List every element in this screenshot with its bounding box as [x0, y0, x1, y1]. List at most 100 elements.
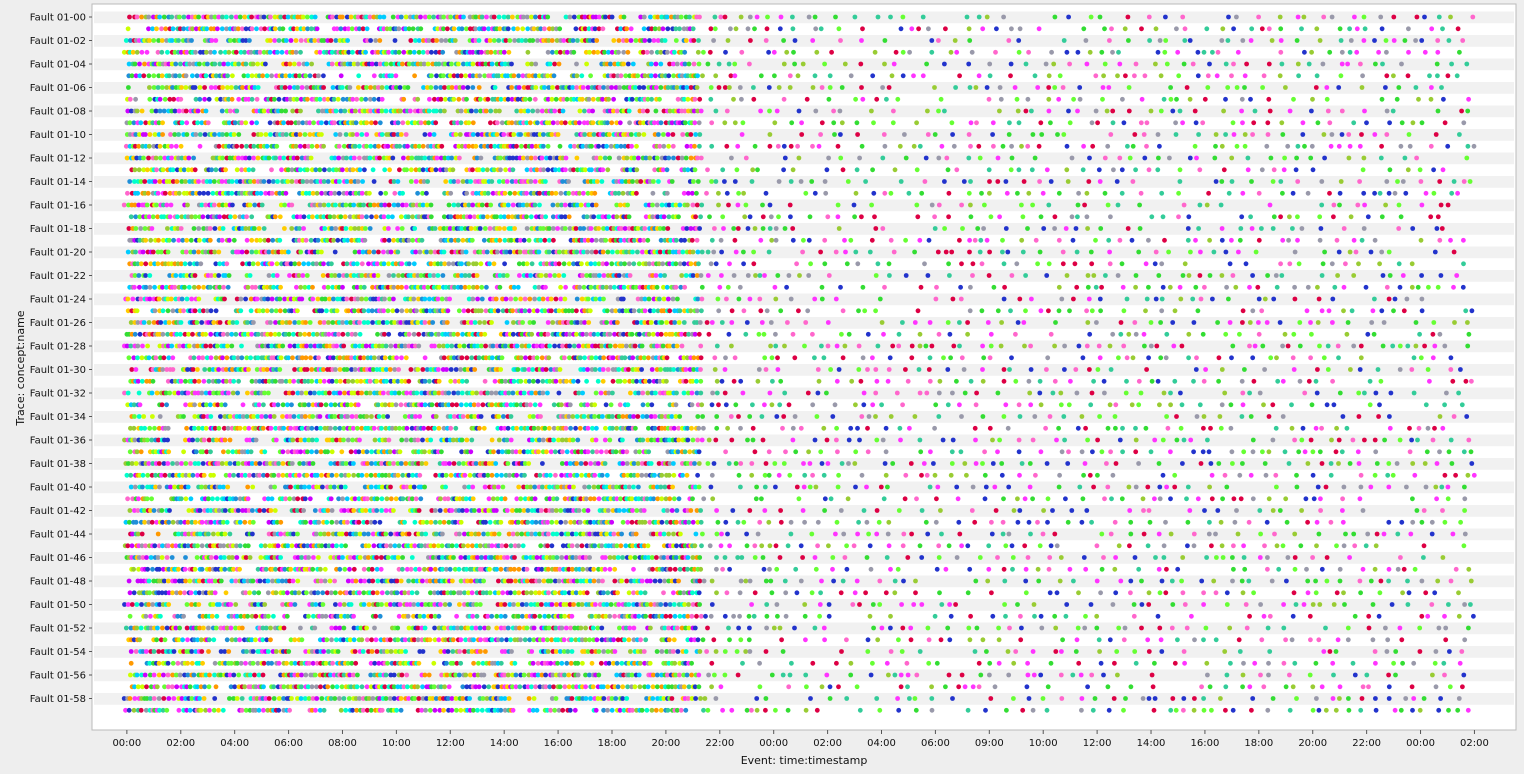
- event-dot: [501, 49, 507, 55]
- event-dot: [945, 320, 951, 325]
- event-dot: [929, 38, 935, 43]
- event-dot: [604, 308, 610, 314]
- event-dot: [747, 214, 753, 220]
- event-dot: [690, 273, 696, 278]
- event-dot: [1253, 249, 1259, 255]
- event-dot: [1419, 202, 1425, 208]
- event-dot: [1387, 273, 1393, 278]
- event-dot: [727, 261, 732, 267]
- event-dot: [251, 143, 257, 149]
- event-dot: [922, 179, 928, 184]
- event-dot: [925, 132, 931, 137]
- event-dot: [1348, 38, 1354, 43]
- event-dot: [997, 85, 1003, 90]
- event-dot: [763, 38, 769, 43]
- event-dot: [367, 155, 373, 161]
- event-dot: [314, 261, 319, 267]
- event-dot: [1219, 273, 1225, 278]
- event-dot: [497, 226, 502, 231]
- event-dot: [399, 308, 405, 314]
- event-dot: [345, 237, 350, 243]
- event-dot: [1064, 273, 1070, 278]
- event-dot: [1469, 308, 1475, 314]
- event-dot: [312, 14, 318, 20]
- event-dot: [542, 85, 547, 90]
- event-dot: [986, 273, 992, 278]
- event-dot: [1439, 226, 1445, 231]
- event-dot: [1449, 190, 1455, 196]
- event-dot: [1242, 132, 1248, 137]
- event-dot: [1377, 261, 1382, 267]
- event-dot: [1162, 49, 1168, 55]
- event-dot: [1265, 273, 1270, 278]
- event-dot: [183, 73, 189, 79]
- event-dot: [1219, 143, 1225, 149]
- event-dot: [636, 261, 642, 267]
- event-dot: [169, 38, 175, 43]
- event-dot: [147, 96, 153, 102]
- event-dot: [228, 38, 233, 43]
- event-dot: [1429, 26, 1435, 32]
- event-dot: [1240, 120, 1245, 126]
- event-dot: [385, 143, 391, 149]
- event-dot: [1025, 226, 1030, 231]
- event-dot: [433, 120, 439, 126]
- event-dot: [382, 167, 388, 173]
- event-dot: [1305, 284, 1311, 290]
- event-dot: [433, 49, 439, 55]
- event-dot: [415, 320, 421, 325]
- event-dot: [525, 49, 531, 55]
- event-dot: [470, 85, 476, 90]
- event-dot: [1046, 261, 1052, 267]
- event-dot: [581, 190, 586, 196]
- event-dot: [862, 308, 868, 314]
- event-dot: [216, 249, 222, 255]
- event-dot: [747, 296, 753, 302]
- event-dot: [332, 190, 338, 196]
- event-dot: [1239, 108, 1244, 114]
- event-dot: [294, 26, 300, 32]
- event-dot: [708, 96, 714, 102]
- event-dot: [977, 155, 983, 161]
- event-dot: [812, 296, 818, 302]
- event-dot: [1413, 38, 1418, 43]
- event-dot: [1084, 190, 1090, 196]
- event-dot: [126, 61, 132, 67]
- event-dot: [238, 49, 244, 55]
- event-dot: [491, 261, 497, 267]
- event-dot: [1460, 38, 1466, 43]
- event-dot: [800, 249, 805, 255]
- event-dot: [546, 85, 552, 90]
- event-dot: [275, 120, 281, 126]
- event-dot: [1464, 61, 1470, 67]
- event-dot: [1148, 108, 1154, 114]
- event-dot: [273, 320, 278, 325]
- event-dot: [425, 61, 431, 67]
- event-dot: [562, 202, 568, 208]
- event-dot: [560, 108, 566, 114]
- event-dot: [661, 108, 667, 114]
- event-dot: [463, 249, 469, 255]
- event-dot: [503, 38, 509, 43]
- event-dot: [732, 120, 738, 126]
- event-dot: [229, 331, 235, 337]
- event-dot: [433, 108, 439, 114]
- event-dot: [1306, 61, 1312, 67]
- event-dot: [1030, 132, 1036, 137]
- event-dot: [395, 179, 401, 184]
- event-dot: [1296, 73, 1301, 79]
- event-dot: [672, 320, 678, 325]
- event-dot: [630, 61, 636, 67]
- event-dot: [442, 261, 448, 267]
- event-dot: [502, 190, 508, 196]
- event-dot: [453, 85, 459, 90]
- event-dot: [1406, 26, 1411, 32]
- event-dot: [778, 308, 784, 314]
- event-dot: [679, 155, 685, 161]
- event-dot: [1186, 214, 1192, 220]
- event-dot: [270, 179, 276, 184]
- event-dot: [170, 167, 176, 173]
- event-dot: [1372, 38, 1377, 43]
- event-dot: [1195, 49, 1201, 55]
- event-dot: [294, 96, 300, 102]
